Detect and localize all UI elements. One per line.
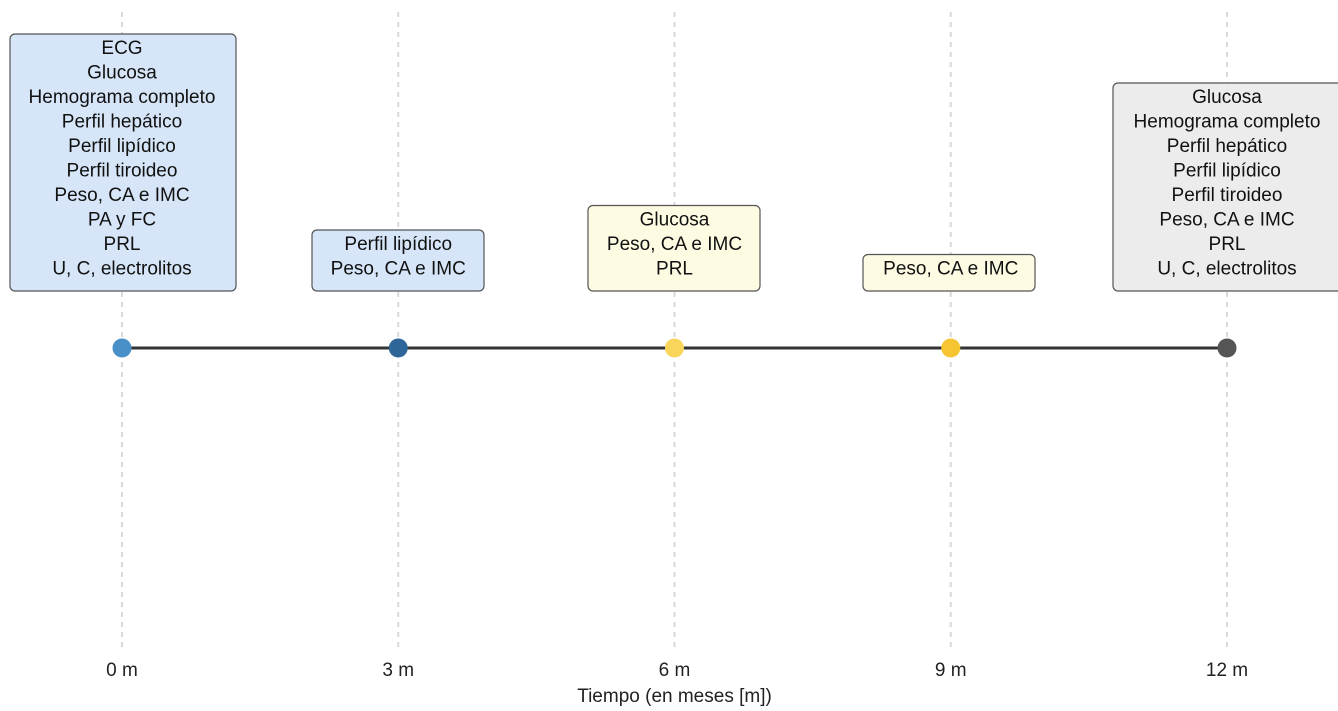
milestone-item: PA y FC [88,210,156,231]
milestone-dot-3m [389,339,408,358]
milestone-item: Perfil tiroideo [1172,185,1283,206]
milestone-item: PRL [656,259,693,280]
milestone-item: Peso, CA e IMC [54,185,189,206]
milestone-box-9m: Peso, CA e IMC [863,255,1035,292]
milestone-item: Hemograma completo [1134,112,1321,133]
milestone-item: Hemograma completo [29,87,216,108]
milestone-box-3m: Perfil lipídico Peso, CA e IMC [312,230,484,291]
milestone-item: Glucosa [87,63,157,84]
milestone-box-0m: ECG Glucosa Hemograma completo Perfil hepát… [10,34,236,291]
milestone-item: Peso, CA e IMC [883,259,1018,280]
milestone-item: U, C, electrolitos [1157,259,1296,280]
x-tick-label: 6 m [659,660,691,681]
x-tick-label: 0 m [106,660,138,681]
x-axis-title: Tiempo (en meses [m]) [577,686,772,707]
x-tick-label: 12 m [1206,660,1248,681]
milestone-item: Perfil lipídico [68,136,176,157]
milestone-item: Glucosa [640,210,710,231]
x-tick-labels: 0 m 3 m 6 m 9 m 12 m [106,660,1248,681]
milestone-dot-9m [941,339,960,358]
milestone-item: ECG [101,38,142,59]
milestone-item: Perfil lipídico [344,234,452,255]
milestone-item: Perfil lipídico [1173,161,1281,182]
milestone-item: Perfil hepático [62,112,182,133]
grid-lines [122,12,1227,650]
milestone-item: PRL [104,234,141,255]
milestone-item: Peso, CA e IMC [607,234,742,255]
milestone-item: Glucosa [1192,87,1262,108]
milestone-item: Perfil hepático [1167,136,1287,157]
milestone-box-6m: Glucosa Peso, CA e IMC PRL [588,206,760,292]
milestone-item: Peso, CA e IMC [331,259,466,280]
milestone-item: U, C, electrolitos [52,259,191,280]
x-tick-label: 3 m [382,660,414,681]
milestone-item: PRL [1209,234,1246,255]
milestone-dot-0m [113,339,132,358]
x-tick-label: 9 m [935,660,967,681]
milestone-dot-6m [665,339,684,358]
milestone-item: Perfil tiroideo [67,161,178,182]
milestone-box-12m: Glucosa Hemograma completo Perfil hepático… [1113,83,1338,291]
milestone-item: Peso, CA e IMC [1159,210,1294,231]
milestone-dot-12m [1218,339,1237,358]
